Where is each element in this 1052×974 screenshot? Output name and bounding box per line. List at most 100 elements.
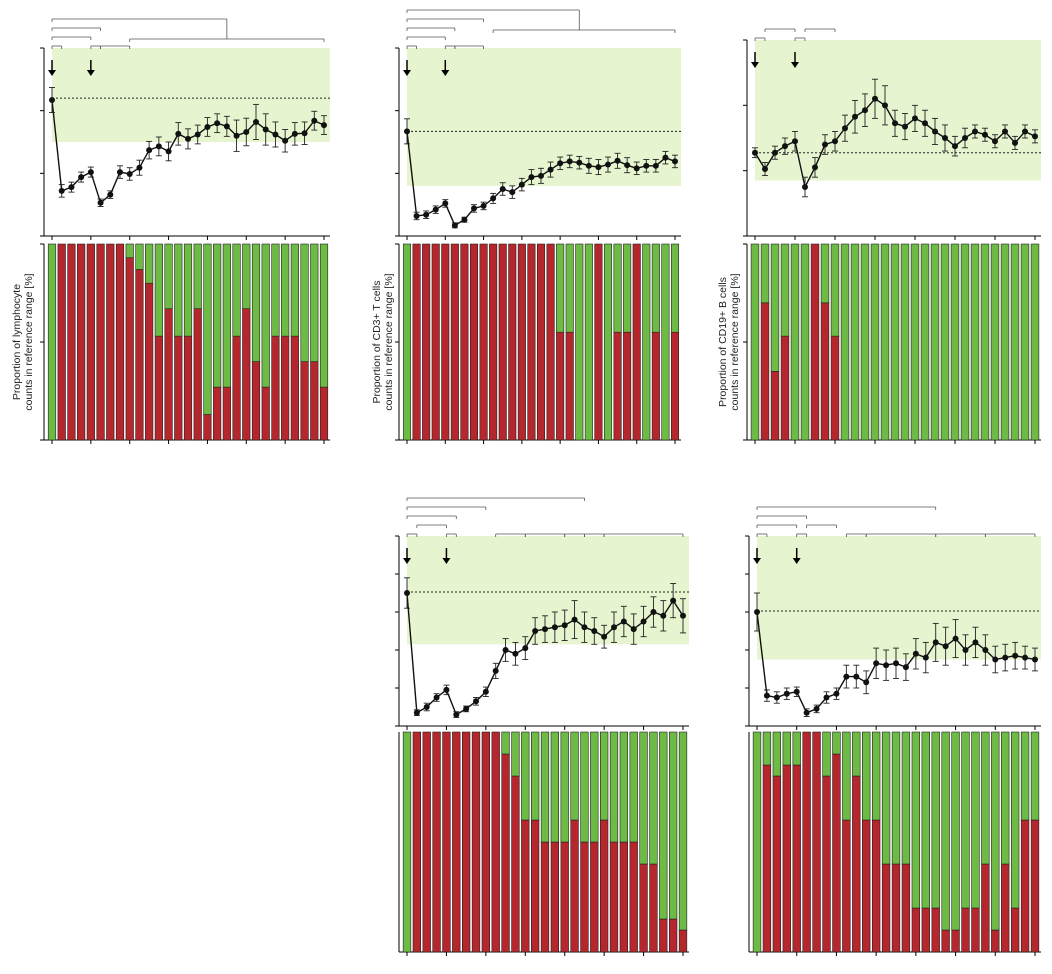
stacked-bar xyxy=(840,243,850,441)
bar-out-of-range xyxy=(1001,863,1010,953)
bar-in-range xyxy=(125,243,134,259)
bar-in-range xyxy=(678,731,688,931)
data-point xyxy=(321,122,327,129)
bar-in-range xyxy=(950,243,960,441)
significance-bracket xyxy=(406,9,676,33)
stacked-bar xyxy=(891,731,901,953)
stacked-bar xyxy=(412,731,422,953)
stacked-bar xyxy=(422,243,431,441)
data-point xyxy=(107,191,114,198)
bar-out-of-range xyxy=(619,841,629,953)
bar-out-of-range xyxy=(802,731,811,953)
stacked-bar xyxy=(820,243,830,441)
bar-in-range xyxy=(651,243,660,333)
data-point xyxy=(680,612,686,619)
data-point xyxy=(471,205,477,212)
stacked-bar xyxy=(546,243,555,441)
stacked-bar xyxy=(639,731,648,953)
bar-in-range xyxy=(991,731,1000,931)
stacked-bar xyxy=(527,243,536,441)
bar-out-of-range xyxy=(632,243,641,441)
stacked-bar xyxy=(632,243,641,441)
bar-out-of-range xyxy=(213,386,222,441)
bar-in-range xyxy=(565,243,574,333)
data-point xyxy=(253,118,259,125)
stacked-bar xyxy=(536,243,546,441)
data-point xyxy=(912,115,918,122)
bar-out-of-range xyxy=(668,918,678,953)
bar-out-of-range xyxy=(649,863,658,953)
reference-range-band xyxy=(52,48,330,142)
bars-y-axis-label-line: counts in reference range [%] xyxy=(383,273,395,410)
stacked-bar xyxy=(47,243,57,441)
bar-in-range xyxy=(649,731,658,865)
data-point xyxy=(404,128,410,135)
bar-in-range xyxy=(251,243,261,362)
bar-out-of-range xyxy=(300,361,309,441)
data-point xyxy=(423,704,430,710)
stacked-bar xyxy=(560,731,569,953)
data-point xyxy=(1032,656,1038,663)
bar-in-range xyxy=(310,243,319,362)
stacked-bar xyxy=(1030,243,1040,441)
bar-in-range xyxy=(619,731,629,843)
bar-in-range xyxy=(609,731,619,843)
bar-in-range xyxy=(300,243,309,362)
bar-in-range xyxy=(242,243,251,309)
treatment-arrow-head xyxy=(753,558,761,564)
bar-out-of-range xyxy=(135,269,144,441)
data-point xyxy=(443,686,450,693)
data-point xyxy=(117,169,123,176)
stacked-bar xyxy=(862,731,871,953)
data-point xyxy=(620,618,627,625)
stacked-bar xyxy=(670,243,680,441)
data-point xyxy=(640,618,647,625)
bar-out-of-range xyxy=(670,331,680,441)
panel-E xyxy=(745,506,1041,956)
data-point xyxy=(652,162,659,169)
data-point xyxy=(502,647,509,653)
stacked-bar xyxy=(530,731,540,953)
bar-out-of-range xyxy=(556,331,565,441)
bar-out-of-range xyxy=(770,371,780,441)
significance-bracket xyxy=(756,524,798,528)
stacked-bar xyxy=(870,243,880,441)
bar-out-of-range xyxy=(115,243,125,441)
stacked-bar xyxy=(920,243,930,441)
significance-bracket xyxy=(984,533,1036,537)
significance-bracket xyxy=(406,497,585,501)
data-point xyxy=(223,123,230,130)
stacked-bar xyxy=(590,731,599,953)
stacked-bar xyxy=(609,731,619,953)
bar-out-of-range xyxy=(830,335,840,441)
data-point xyxy=(185,135,191,142)
data-point xyxy=(585,162,592,169)
bar-in-range xyxy=(840,243,850,441)
bar-in-range xyxy=(880,243,890,441)
data-point xyxy=(982,131,988,138)
bar-out-of-range xyxy=(820,302,830,441)
bar-out-of-range xyxy=(422,243,431,441)
bar-out-of-range xyxy=(546,243,555,441)
treatment-arrow-head xyxy=(441,70,450,76)
stacked-bar xyxy=(469,243,479,441)
data-point xyxy=(873,660,880,667)
data-point xyxy=(763,692,770,699)
bar-in-range xyxy=(193,243,202,309)
stacked-bar xyxy=(800,243,810,441)
stacked-bar xyxy=(432,731,441,953)
stacked-bar xyxy=(441,243,450,441)
bar-out-of-range xyxy=(203,414,212,441)
stacked-bar xyxy=(1000,243,1010,441)
data-point xyxy=(492,667,499,674)
stacked-bar xyxy=(623,243,632,441)
data-point xyxy=(538,172,544,179)
data-point xyxy=(551,624,558,631)
stacked-bar xyxy=(174,243,183,441)
reference-range-band xyxy=(407,536,689,645)
bar-in-range xyxy=(281,243,290,337)
bar-in-range xyxy=(772,731,782,777)
bar-out-of-range xyxy=(678,929,688,953)
data-point xyxy=(204,123,211,130)
bar-out-of-range xyxy=(450,243,459,441)
